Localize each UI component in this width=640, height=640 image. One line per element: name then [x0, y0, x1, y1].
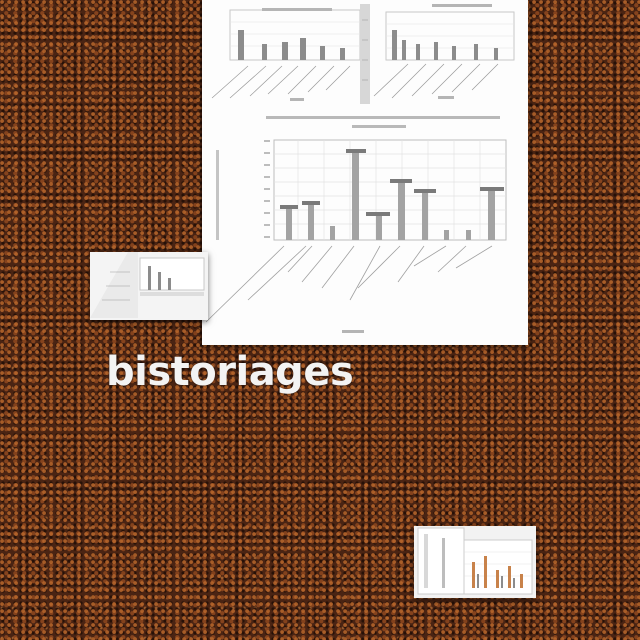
caption-text: bistoriages: [106, 349, 354, 395]
main-chart: [205, 139, 507, 333]
mini-chart-top-left: [211, 8, 361, 101]
small-chart-bottom-figure: [417, 527, 533, 595]
chart-sheet-figure: [205, 4, 515, 333]
small-chart-left-figure: [90, 252, 205, 318]
small-chart-card-bottom: [414, 526, 536, 598]
mini-chart-top-right: [373, 4, 515, 99]
small-chart-card-left: [90, 252, 208, 320]
chart-sheet: [202, 0, 528, 345]
